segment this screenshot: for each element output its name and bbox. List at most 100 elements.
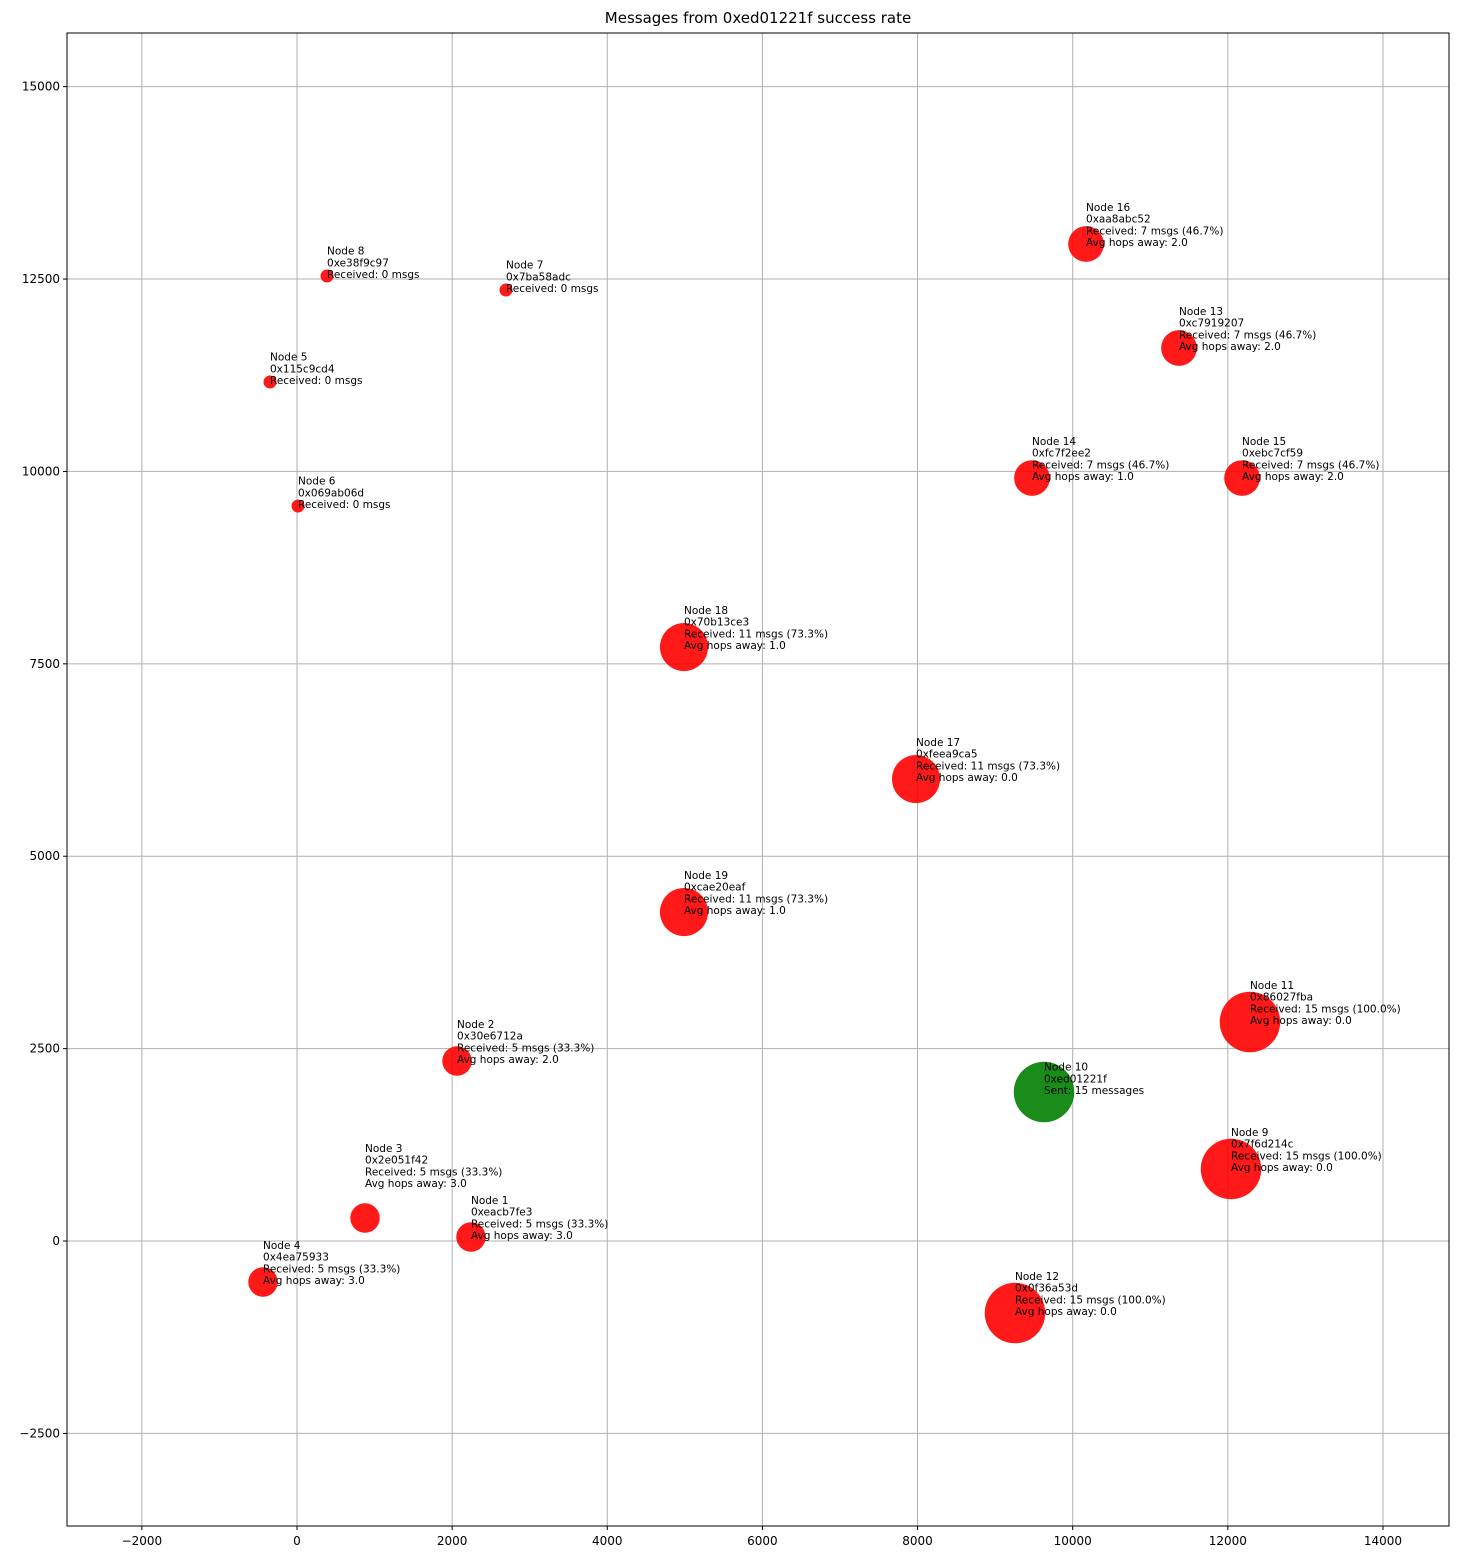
- point-label-line: 0xebc7cf59: [1242, 448, 1303, 460]
- point-label-line: Received: 7 msgs (46.7%): [1242, 459, 1379, 471]
- point-label-line: Received: 11 msgs (73.3%): [684, 893, 828, 905]
- point-label-line: Sent: 15 messages: [1044, 1085, 1144, 1097]
- receiver-point: [659, 887, 709, 937]
- point-label-line: Avg hops away: 1.0: [684, 905, 786, 917]
- point-label-line: Node 6: [298, 476, 336, 488]
- point-label-line: Avg hops away: 3.0: [263, 1275, 365, 1287]
- y-tick-label: 12500: [22, 272, 60, 286]
- point-label-line: Avg hops away: 0.0: [916, 772, 1018, 784]
- receiver-point: [1014, 460, 1050, 496]
- point-label-line: 0x2e051f42: [365, 1155, 428, 1167]
- point-label-line: Node 7: [506, 260, 543, 272]
- point-label-line: Node 17: [916, 737, 960, 749]
- point-label-line: Node 19: [684, 870, 728, 882]
- point-label-line: Avg hops away: 3.0: [365, 1178, 467, 1190]
- point-label-line: Received: 11 msgs (73.3%): [916, 760, 1060, 772]
- point-label-line: Received: 0 msgs: [298, 499, 391, 511]
- x-tick-label: 12000: [1209, 1534, 1247, 1548]
- point-label-line: 0xcae20eaf: [684, 882, 746, 894]
- ticks: −2000 0 2000 4000 6000 8000 10000 12000 14000 −25…: [19, 80, 1402, 1548]
- points: [248, 226, 1281, 1344]
- point-label-line: Received: 7 msgs (46.7%): [1032, 459, 1169, 471]
- point-label-line: Avg hops away: 0.0: [1231, 1162, 1333, 1174]
- x-tick-label: 0: [293, 1534, 301, 1548]
- point-label-line: Node 3: [365, 1143, 402, 1155]
- point-label-line: 0x70b13ce3: [684, 617, 749, 629]
- x-tick-label: 8000: [902, 1534, 933, 1548]
- plot-frame: [66, 32, 1450, 1527]
- point-label-line: Node 12: [1015, 1271, 1059, 1283]
- point-label-line: Avg hops away: 3.0: [471, 1230, 573, 1242]
- point-label-line: 0xeacb7fe3: [471, 1207, 532, 1219]
- receiver-point: [320, 269, 334, 283]
- receiver-point: [499, 283, 513, 297]
- point-label-line: Avg hops away: 2.0: [457, 1054, 559, 1066]
- y-tick-label: 5000: [29, 849, 60, 863]
- receiver-point: [1224, 460, 1260, 496]
- point-label-line: Node 13: [1179, 306, 1223, 318]
- y-tick-label: 10000: [22, 464, 60, 478]
- point-label-line: 0xaa8abc52: [1086, 214, 1151, 226]
- point-label-line: Avg hops away: 2.0: [1179, 341, 1281, 353]
- y-tick-label: 7500: [29, 657, 60, 671]
- point-label-line: Received: 5 msgs (33.3%): [365, 1166, 502, 1178]
- point-label-line: 0xed01221f: [1044, 1073, 1107, 1085]
- chart-title: Messages from 0xed01221f success rate: [605, 9, 911, 27]
- receiver-point: [891, 754, 941, 804]
- point-label-line: Received: 0 msgs: [327, 269, 420, 281]
- point-label-line: Received: 5 msgs (33.3%): [457, 1042, 594, 1054]
- point-label-line: Received: 15 msgs (100.0%): [1231, 1150, 1382, 1162]
- point-label-line: Avg hops away: 2.0: [1242, 471, 1344, 483]
- point-label-line: Node 5: [270, 352, 307, 364]
- receiver-point: [1219, 991, 1281, 1053]
- y-tick-label: 0: [52, 1234, 60, 1248]
- receiver-point: [291, 499, 305, 513]
- y-tick-label: 15000: [22, 80, 60, 94]
- point-label-line: Node 15: [1242, 436, 1286, 448]
- point-label-line: Node 1: [471, 1195, 508, 1207]
- point-label-line: Node 2: [457, 1019, 494, 1031]
- x-tick-label: 2000: [437, 1534, 468, 1548]
- point-label-line: Node 8: [327, 246, 364, 258]
- receiver-point: [248, 1267, 278, 1297]
- point-label-line: Node 4: [263, 1240, 301, 1252]
- y-tick-label: 2500: [29, 1042, 60, 1056]
- x-tick-label: 14000: [1364, 1534, 1402, 1548]
- point-label-line: Avg hops away: 1.0: [1032, 471, 1134, 483]
- receiver-point: [1200, 1138, 1262, 1200]
- point-label-line: 0xfc7f2ee2: [1032, 448, 1091, 460]
- receiver-point: [350, 1203, 380, 1233]
- receiver-point: [659, 623, 709, 672]
- point-label-line: 0x86027fba: [1250, 992, 1313, 1004]
- point-label-line: Node 10: [1044, 1062, 1088, 1074]
- receiver-point: [263, 375, 277, 389]
- point-label-line: Received: 11 msgs (73.3%): [684, 628, 828, 640]
- grid: [67, 33, 1449, 1526]
- x-tick-label: 10000: [1054, 1534, 1092, 1548]
- point-label-line: 0x115c9cd4: [270, 363, 335, 375]
- point-label-line: Node 9: [1231, 1127, 1268, 1139]
- x-tick-label: −2000: [122, 1534, 163, 1548]
- point-label-line: Node 18: [684, 605, 728, 617]
- point-label-line: 0x30e6712a: [457, 1031, 523, 1043]
- receiver-point: [442, 1046, 472, 1076]
- point-label-line: Received: 7 msgs (46.7%): [1086, 225, 1223, 237]
- point-label-line: 0x7ba58adc: [506, 271, 571, 283]
- receiver-point: [984, 1282, 1046, 1344]
- point-label-line: 0x4ea75933: [263, 1252, 329, 1264]
